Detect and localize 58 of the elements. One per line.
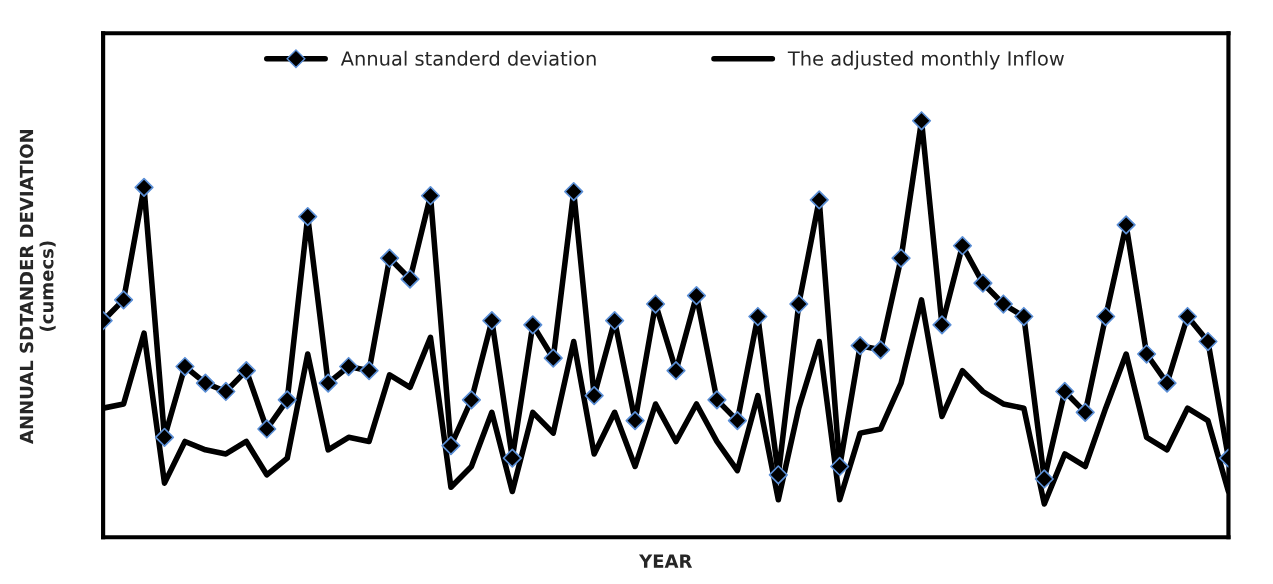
point [359, 361, 379, 381]
point [154, 427, 175, 447]
point [789, 294, 809, 314]
point [420, 186, 441, 206]
point [686, 286, 707, 306]
point [482, 311, 502, 331]
point [952, 236, 973, 256]
point [543, 348, 563, 368]
point [339, 356, 359, 377]
point [1157, 373, 1177, 393]
point [318, 373, 338, 393]
point [1075, 402, 1095, 422]
point [113, 290, 134, 310]
point [175, 356, 195, 377]
legend-label: The adjusted monthly Inflow [787, 50, 1064, 70]
point [523, 315, 543, 335]
point [645, 294, 666, 314]
point [400, 269, 420, 289]
y-axis-title: ANNUAL SDTANDER DEVIATION (cumecs) [19, 130, 56, 444]
point [1055, 381, 1075, 402]
point [1177, 306, 1198, 327]
point [932, 315, 952, 335]
point [441, 436, 461, 456]
point [768, 465, 788, 485]
point [461, 390, 482, 410]
point [277, 390, 297, 410]
point [605, 311, 625, 331]
point [993, 294, 1013, 314]
point [891, 248, 911, 268]
point [1014, 306, 1034, 327]
point [502, 448, 522, 468]
legend-label: Annual standerd deviation [340, 50, 596, 66]
point [257, 419, 277, 439]
point [216, 381, 236, 402]
point [1116, 215, 1136, 235]
point [379, 248, 400, 268]
point [727, 411, 748, 431]
point [850, 336, 870, 356]
point [1034, 469, 1054, 489]
point [564, 181, 584, 202]
point [625, 411, 645, 431]
point [973, 273, 993, 293]
point [809, 190, 829, 210]
point [1136, 344, 1157, 364]
point [584, 386, 604, 406]
point [1096, 306, 1116, 327]
point [666, 361, 686, 381]
x-axis-title: YEAR [638, 554, 693, 568]
point [870, 340, 891, 360]
point [236, 361, 256, 381]
point [748, 306, 768, 327]
point [911, 111, 932, 131]
point [1198, 331, 1218, 352]
point [707, 390, 727, 410]
point [830, 456, 850, 477]
point [134, 177, 154, 198]
point [195, 373, 216, 393]
point [298, 206, 318, 227]
